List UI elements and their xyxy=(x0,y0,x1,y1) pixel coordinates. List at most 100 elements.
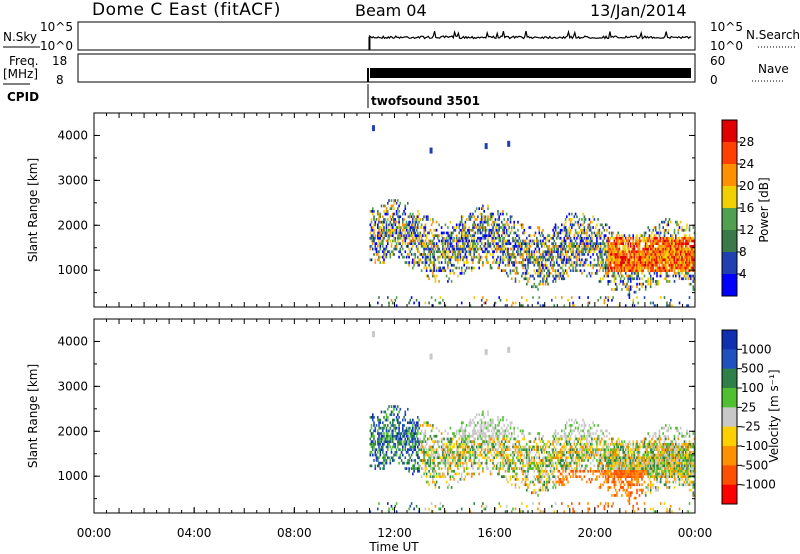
velocity-cell xyxy=(497,437,499,441)
power-cell xyxy=(663,236,666,240)
velocity-cell xyxy=(472,445,474,449)
velocity-cell xyxy=(425,448,428,451)
power-cell xyxy=(584,242,587,245)
power-cell xyxy=(691,250,693,254)
power-cell xyxy=(378,258,380,262)
power-cell xyxy=(392,239,394,243)
velocity-cell xyxy=(533,448,536,451)
power-cell xyxy=(673,247,676,251)
power-cell xyxy=(663,261,666,264)
power-cell xyxy=(649,253,652,256)
power-cell xyxy=(685,234,687,237)
velocity-cell xyxy=(537,464,539,468)
power-cell xyxy=(618,255,621,259)
velocity-cell xyxy=(505,461,508,465)
velocity-cell xyxy=(572,459,574,462)
velocity-cell xyxy=(450,440,453,443)
power-cell xyxy=(673,255,676,259)
velocity-cell xyxy=(390,432,393,435)
power-cell xyxy=(380,231,383,235)
power-cell xyxy=(533,255,536,259)
power-cell xyxy=(403,234,405,237)
velocity-cell xyxy=(442,445,444,449)
velocity-cell xyxy=(571,424,573,427)
power-cell xyxy=(433,242,435,245)
power-cell xyxy=(509,215,512,219)
power-cell xyxy=(571,218,573,221)
velocity-cell xyxy=(447,437,449,441)
power-cell xyxy=(587,242,589,245)
power-cell xyxy=(404,239,407,243)
power-cell xyxy=(566,215,568,219)
power-cell xyxy=(624,261,627,264)
velocity-cell xyxy=(464,437,467,441)
power-cell xyxy=(442,247,444,251)
power-cell xyxy=(483,236,485,240)
velocity-cell xyxy=(417,440,419,443)
power-cell xyxy=(652,253,654,256)
power-cell xyxy=(657,250,659,254)
power-cell xyxy=(671,304,673,307)
velocity-cell xyxy=(483,432,485,435)
power-cell xyxy=(628,274,631,278)
power-cell xyxy=(495,223,498,227)
power-cell xyxy=(509,242,512,245)
velocity-cell xyxy=(400,437,403,441)
power-cell xyxy=(581,253,583,256)
power-cell xyxy=(666,261,668,264)
power-cell xyxy=(607,263,609,267)
power-cell xyxy=(642,258,644,262)
power-cell xyxy=(517,242,519,245)
velocity-cell xyxy=(557,437,559,441)
power-cell xyxy=(369,236,372,240)
velocity-cell xyxy=(507,424,509,427)
power-cell xyxy=(462,228,464,232)
velocity-cell xyxy=(553,475,556,478)
power-cell xyxy=(688,277,691,281)
power-cell xyxy=(603,236,606,240)
power-cell xyxy=(484,250,487,254)
power-cell xyxy=(672,253,675,256)
power-cell xyxy=(428,239,430,243)
velocity-cell xyxy=(430,451,433,454)
power-cell xyxy=(596,247,598,251)
velocity-cell xyxy=(372,418,374,422)
power-cell xyxy=(469,218,472,221)
velocity-cell xyxy=(551,448,553,451)
power-cell xyxy=(647,239,649,243)
power-cell xyxy=(662,263,664,267)
velocity-cell xyxy=(572,472,574,476)
velocity-cell xyxy=(529,459,532,462)
power-ylabel: Slant Range [km] xyxy=(26,158,40,262)
velocity-cell xyxy=(566,475,568,478)
power-cell xyxy=(614,258,617,262)
velocity-cell xyxy=(551,464,553,468)
power-cell xyxy=(658,247,661,251)
velocity-cell xyxy=(385,432,388,435)
power-cell xyxy=(427,274,429,278)
power-cell xyxy=(387,296,389,299)
velocity-cell xyxy=(398,437,400,441)
velocity-cell xyxy=(487,426,489,430)
power-cell xyxy=(687,272,690,275)
power-cell xyxy=(648,261,651,264)
power-cell xyxy=(522,266,524,270)
power-cell xyxy=(638,266,641,270)
power-cell xyxy=(537,239,539,243)
velocity-cell xyxy=(373,445,375,449)
power-cell xyxy=(463,247,465,251)
power-cell xyxy=(389,239,392,243)
velocity-cell xyxy=(429,475,432,478)
power-cell xyxy=(636,245,638,248)
velocity-cell xyxy=(424,434,427,438)
power-cell xyxy=(561,253,563,256)
power-cell xyxy=(378,226,380,229)
power-cell xyxy=(483,245,485,248)
velocity-cell xyxy=(517,456,519,460)
power-cell xyxy=(503,231,505,235)
power-cell xyxy=(657,261,659,264)
power-cell xyxy=(597,218,599,221)
velocity-cell xyxy=(378,445,380,449)
power-cell xyxy=(656,250,658,254)
power-cell xyxy=(424,234,427,237)
